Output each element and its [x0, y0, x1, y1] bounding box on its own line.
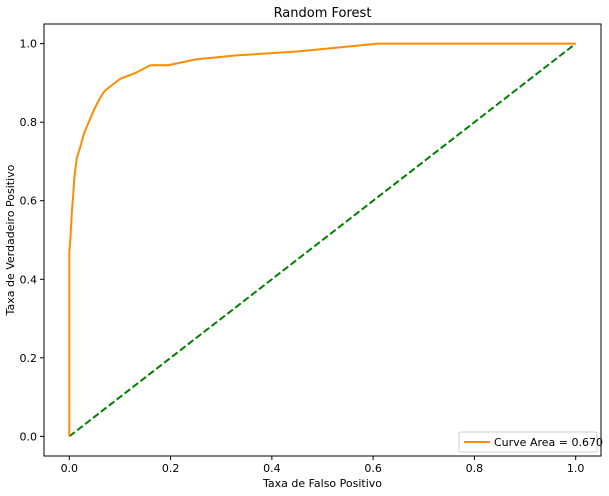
roc-curve-line [68, 42, 576, 437]
legend-label: Curve Area = 0.670 [494, 436, 603, 449]
x-tick-label: 0.2 [162, 462, 180, 475]
chance-line [68, 42, 577, 438]
y-tick-label: 0.8 [20, 116, 38, 129]
y-tick-label: 0.4 [20, 273, 38, 286]
x-tick-label: 0.4 [263, 462, 281, 475]
legend: Curve Area = 0.670 [458, 431, 603, 453]
legend-box [458, 431, 598, 453]
x-tick-label: 0.0 [61, 462, 79, 475]
x-tick-label: 1.0 [567, 462, 585, 475]
x-tick-label: 0.8 [466, 462, 484, 475]
y-tick-label: 0.0 [20, 430, 38, 443]
y-axis: 0.0 0.2 0.4 0.6 0.8 1.0 [20, 38, 44, 443]
y-tick-label: 0.6 [20, 195, 38, 208]
x-axis-label: Taxa de Falso Positivo [262, 477, 382, 490]
series-layer [68, 42, 577, 438]
y-axis-label: Taxa de Verdadeiro Positivo [4, 164, 17, 316]
x-tick-label: 0.6 [364, 462, 382, 475]
chart-title: Random Forest [274, 6, 372, 21]
y-tick-label: 0.2 [20, 352, 38, 365]
plot-area [43, 23, 602, 457]
plot-frame [43, 23, 602, 457]
y-tick-label: 1.0 [20, 38, 38, 51]
x-axis: 0.0 0.2 0.4 0.6 0.8 1.0 [61, 456, 585, 475]
